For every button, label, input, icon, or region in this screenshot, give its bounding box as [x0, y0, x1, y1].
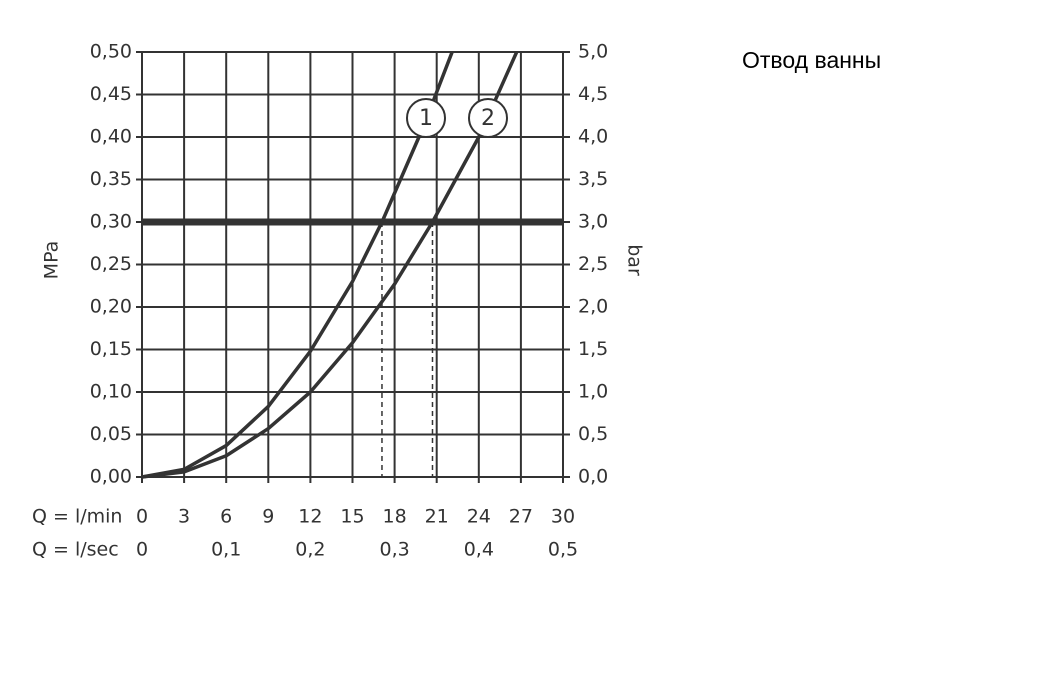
y-tick-label: 0,20: [90, 296, 132, 318]
y-tick-label: 0,50: [90, 41, 132, 63]
y2-tick-label: 1,0: [578, 381, 608, 403]
x-tick-label: 15: [340, 506, 364, 528]
x-tick-label: 0: [136, 506, 148, 528]
x-tick-label: 9: [262, 506, 274, 528]
y-tick-label: 0,10: [90, 381, 132, 403]
legend-label: 1: [419, 106, 433, 131]
x2-tick-label: 0: [136, 539, 148, 561]
y-tick-label: 0,15: [90, 338, 132, 360]
legend-marker: [468, 98, 508, 138]
x-tick-label: 3: [178, 506, 190, 528]
x-tick-label: 6: [220, 506, 232, 528]
x-tick-label: 21: [425, 506, 449, 528]
line: [141, 51, 519, 479]
x2-tick-label: 0,1: [211, 539, 241, 561]
x-tick-label: 24: [467, 506, 491, 528]
y2-tick-label: 3,5: [578, 168, 608, 190]
y-axis-label: MPa: [41, 241, 63, 280]
y2-tick-label: 4,0: [578, 126, 608, 148]
y2-tick-label: 4,5: [578, 83, 608, 105]
line: [141, 51, 454, 479]
y-tick-label: 0,25: [90, 253, 132, 275]
y2-axis-label: bar: [624, 244, 646, 276]
legend-label: 2: [481, 106, 495, 131]
y-tick-label: 0,35: [90, 168, 132, 190]
y2-tick-label: 1,5: [578, 338, 608, 360]
y2-tick-label: 5,0: [578, 41, 608, 63]
x2-tick-label: 0,5: [548, 539, 578, 561]
x2-axis-label: Q = l/sec: [32, 539, 119, 561]
y2-tick-label: 0,5: [578, 423, 608, 445]
x-tick-label: 30: [551, 506, 575, 528]
y2-tick-label: 2,5: [578, 253, 608, 275]
legend-marker: [406, 98, 446, 138]
x2-tick-label: 0,3: [379, 539, 409, 561]
x-tick-label: 18: [383, 506, 407, 528]
x-tick-label: 12: [298, 506, 322, 528]
y2-tick-label: 3,0: [578, 211, 608, 233]
y2-tick-label: 0,0: [578, 466, 608, 488]
y-tick-label: 0,40: [90, 126, 132, 148]
y-tick-label: 0,30: [90, 211, 132, 233]
x2-tick-label: 0,4: [464, 539, 494, 561]
x-axis-label: Q = l/min: [32, 506, 122, 528]
y-tick-label: 0,00: [90, 466, 132, 488]
x2-tick-label: 0,2: [295, 539, 325, 561]
y-tick-label: 0,45: [90, 83, 132, 105]
y2-tick-label: 2,0: [578, 296, 608, 318]
y-tick-label: 0,05: [90, 423, 132, 445]
x-tick-label: 27: [509, 506, 533, 528]
chart-title: Отвод ванны: [742, 47, 881, 73]
